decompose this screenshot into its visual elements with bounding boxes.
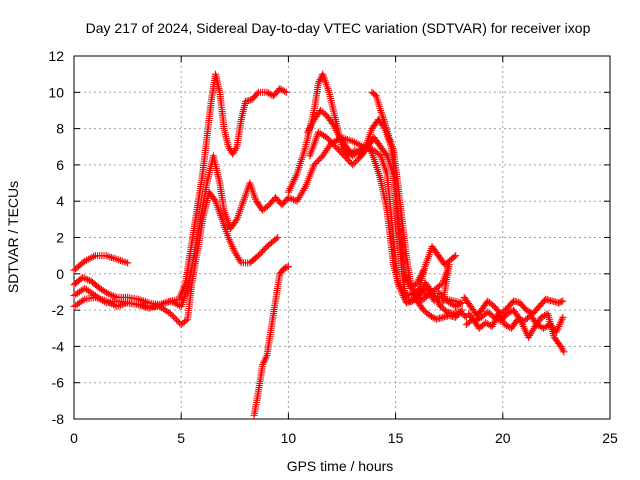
data-point <box>159 299 167 307</box>
y-tick-label: 8 <box>56 121 64 137</box>
data-point <box>210 196 218 204</box>
x-tick-label: 5 <box>177 430 185 446</box>
series-s1 <box>70 70 290 309</box>
series-s10 <box>460 293 567 320</box>
data-point <box>170 313 178 321</box>
data-point <box>106 253 114 261</box>
data-point <box>104 290 112 298</box>
data-point <box>140 302 148 310</box>
data-point <box>84 276 92 284</box>
y-tick-label: 12 <box>48 48 64 64</box>
data-point <box>115 256 123 264</box>
data-point <box>161 299 169 307</box>
y-tick-label: -4 <box>52 338 65 354</box>
series-s5 <box>250 263 292 419</box>
series-s13 <box>413 261 466 310</box>
series-s6 <box>284 70 460 305</box>
x-axis-label: GPS time / hours <box>287 458 394 474</box>
data-point <box>559 313 567 321</box>
data-point <box>272 235 280 243</box>
data-point <box>286 194 294 202</box>
y-tick-label: 4 <box>56 193 64 209</box>
data-point <box>168 311 176 319</box>
data-point <box>166 310 174 318</box>
data-point <box>79 273 87 281</box>
data-point <box>111 255 119 263</box>
data-point <box>452 252 460 260</box>
x-tick-label: 10 <box>281 430 297 446</box>
data-point <box>439 299 447 307</box>
data-point <box>174 318 182 326</box>
data-point <box>109 254 117 262</box>
data-point <box>120 258 128 266</box>
y-tick-label: -8 <box>52 411 65 427</box>
y-tick-label: 2 <box>56 230 64 246</box>
data-point <box>104 252 112 260</box>
data-point <box>461 312 469 320</box>
data-point <box>274 234 282 241</box>
data-marks <box>70 70 568 419</box>
data-point <box>109 292 117 300</box>
data-point <box>173 316 181 324</box>
data-point <box>116 256 124 264</box>
data-point <box>118 257 126 265</box>
x-tick-label: 25 <box>602 430 618 446</box>
data-point <box>377 108 385 116</box>
y-tick-label: 10 <box>48 84 64 100</box>
data-point <box>108 253 116 261</box>
data-point <box>282 88 290 96</box>
data-point <box>124 259 132 267</box>
data-point <box>279 86 287 94</box>
data-point <box>450 253 458 261</box>
data-point <box>457 308 465 316</box>
data-point <box>232 217 240 225</box>
chart-title: Day 217 of 2024, Sidereal Day-to-day VTE… <box>86 20 591 36</box>
data-point <box>122 258 130 266</box>
x-tick-label: 20 <box>495 430 511 446</box>
y-tick-label: 0 <box>56 266 64 282</box>
data-point <box>106 290 114 298</box>
data-point <box>108 291 116 299</box>
x-tick-label: 15 <box>388 430 404 446</box>
data-point <box>281 87 289 95</box>
data-point <box>429 313 437 321</box>
y-tick-label: -6 <box>52 375 65 391</box>
x-tick-label: 0 <box>70 430 78 446</box>
data-point <box>560 348 568 356</box>
data-point <box>95 295 103 303</box>
data-point <box>557 298 565 306</box>
data-point <box>284 263 292 271</box>
y-tick-label: 6 <box>56 157 64 173</box>
series-s12 <box>464 306 568 356</box>
data-point <box>288 195 296 203</box>
data-point <box>559 297 567 305</box>
grid <box>74 56 610 419</box>
series-s4 <box>70 134 438 312</box>
data-point <box>80 274 88 282</box>
data-point <box>82 275 90 283</box>
data-point <box>171 314 179 322</box>
y-tick-label: -2 <box>52 302 65 318</box>
data-point <box>253 90 261 98</box>
y-axis-label: SDTVAR / TECUs <box>5 181 21 293</box>
data-point <box>378 110 386 118</box>
series-s9 <box>368 88 466 323</box>
data-point <box>113 255 121 263</box>
data-point <box>283 263 291 271</box>
axis-ticks: 0 5 10 15 20 25 -8 -6 -4 -2 0 2 4 6 8 10 12 <box>48 48 618 446</box>
data-point <box>419 266 427 274</box>
data-point <box>458 306 466 314</box>
series-s2 <box>70 252 132 274</box>
data-point <box>382 150 390 158</box>
